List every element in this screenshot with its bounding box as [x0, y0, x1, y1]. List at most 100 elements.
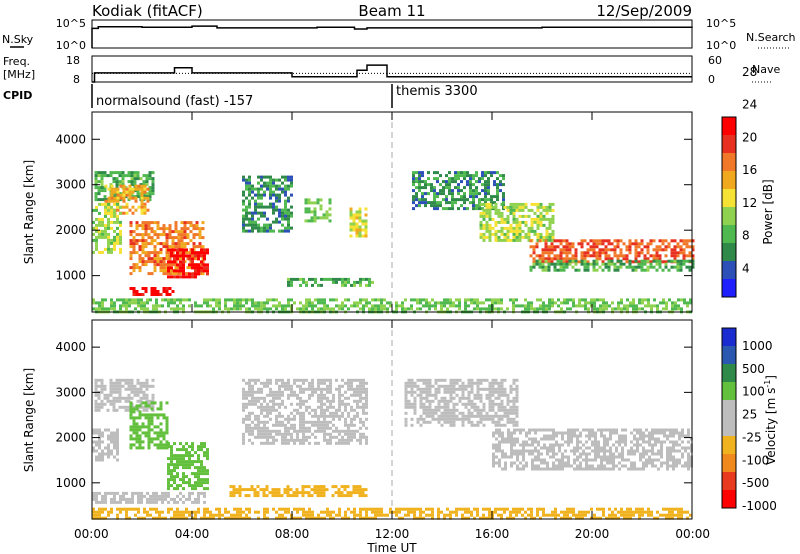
power-cell [335, 280, 338, 284]
power-cell [577, 268, 581, 272]
velocity-cell [585, 464, 588, 468]
power-cell [626, 304, 629, 308]
power-cell [113, 301, 116, 305]
power-cell [613, 245, 617, 249]
velocity-cell [135, 407, 139, 411]
velocity-cell [218, 510, 221, 514]
velocity-cell [179, 497, 182, 501]
power-cell [134, 307, 137, 311]
velocity-cell [564, 464, 567, 468]
velocity-cell [159, 413, 163, 417]
power-cell [260, 202, 263, 206]
velocity-cell [153, 431, 157, 435]
velocity-cell [269, 387, 272, 391]
freq-panel: Freq. [MHz] 18 8 60 0 Nave [3, 54, 780, 86]
power-cell [418, 177, 421, 181]
velocity-cell [624, 434, 627, 438]
power-cell [613, 265, 617, 269]
power-cell [553, 268, 557, 272]
power-cell [242, 202, 245, 206]
power-cell [328, 201, 332, 205]
velocity-cell [621, 449, 624, 453]
velocity-cell [338, 399, 341, 403]
power-cell [592, 254, 596, 258]
velocity-cell [687, 440, 690, 444]
power-cell [436, 171, 439, 175]
power-cell [364, 219, 368, 223]
velocity-cell [455, 381, 459, 385]
velocity-cell [356, 429, 359, 433]
power-cell [368, 277, 371, 281]
velocity-cell [134, 513, 137, 517]
power-cell [365, 298, 368, 302]
power-cell [158, 304, 161, 308]
velocity-cell [100, 387, 104, 391]
power-cell [536, 217, 540, 221]
velocity-cell [672, 446, 675, 450]
power-cell [119, 193, 123, 197]
power-cell [368, 280, 371, 284]
power-cell [182, 304, 185, 308]
velocity-cell [118, 399, 122, 403]
power-cell [284, 175, 287, 179]
power-cell [548, 307, 551, 311]
power-cell [559, 262, 563, 266]
velocity-cell [302, 435, 305, 439]
velocity-cell [657, 452, 660, 456]
velocity-cell [618, 461, 621, 465]
power-cell [92, 250, 95, 254]
velocity-cell [657, 458, 660, 462]
power-cell [287, 283, 290, 287]
velocity-cell [458, 387, 462, 391]
velocity-cell [537, 449, 540, 453]
power-cell [544, 265, 548, 269]
power-cell [140, 202, 144, 206]
velocity-cell [185, 460, 188, 464]
velocity-cell [191, 445, 194, 449]
velocity-cell [365, 381, 368, 385]
power-cell [521, 235, 525, 239]
power-cell [284, 205, 287, 209]
power-cell [162, 257, 166, 261]
velocity-cell [101, 449, 104, 453]
power-cell [412, 201, 415, 205]
velocity-cell [561, 437, 564, 441]
velocity-cell [158, 510, 161, 514]
velocity-cell [329, 411, 332, 415]
velocity-cell [338, 390, 341, 394]
velocity-cell [648, 443, 651, 447]
power-cell [550, 260, 554, 264]
velocity-cell [636, 449, 639, 453]
velocity-cell [129, 410, 133, 414]
power-cell [451, 180, 454, 184]
velocity-cell [651, 452, 654, 456]
power-cell [132, 266, 136, 270]
power-cell [584, 298, 587, 302]
power-cell [485, 220, 489, 224]
velocity-cell [100, 390, 104, 394]
power-cell [142, 183, 146, 187]
power-cell [542, 223, 546, 227]
power-cell [502, 192, 505, 196]
power-cell [689, 301, 692, 305]
power-cell [134, 187, 138, 191]
power-cell [512, 214, 516, 218]
velocity-cell [275, 378, 278, 382]
velocity-cell [359, 432, 362, 436]
power-cell [358, 231, 362, 235]
velocity-cell [440, 399, 444, 403]
velocity-cell [540, 452, 543, 456]
power-cell [410, 304, 413, 308]
power-cell [101, 307, 104, 311]
power-cell [233, 298, 236, 302]
power-cell [544, 251, 548, 255]
velocity-cell [358, 494, 362, 498]
power-cell [122, 205, 126, 209]
power-cell [119, 304, 122, 308]
velocity-cell [173, 497, 176, 501]
power-ytick-label: 2000 [55, 223, 86, 237]
velocity-cell [145, 396, 149, 400]
power-cell [144, 263, 148, 267]
power-cell [410, 307, 413, 311]
velocity-cell [449, 387, 453, 391]
